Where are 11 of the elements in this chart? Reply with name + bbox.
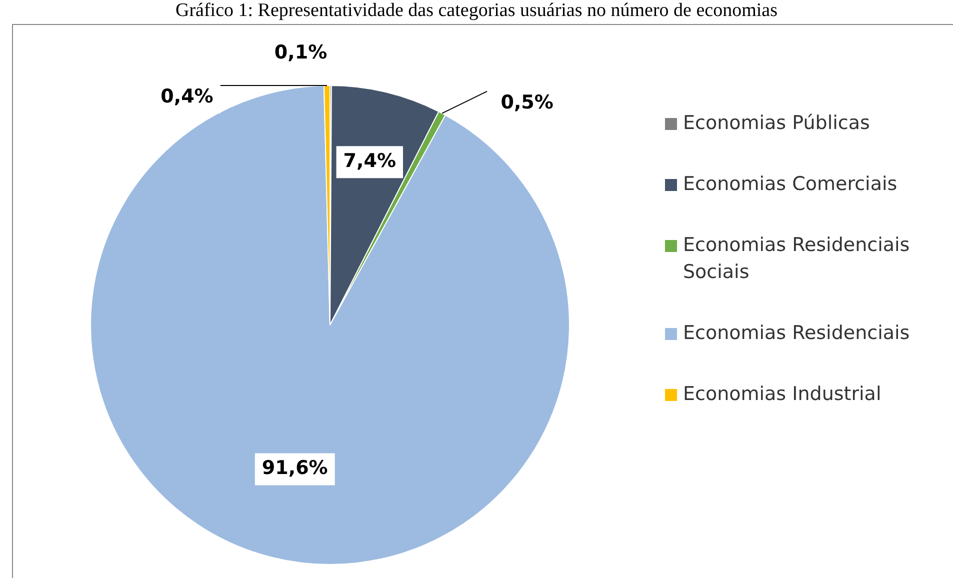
legend-label: Economias Comerciais (683, 172, 898, 197)
legend-label: Economias Públicas (683, 111, 870, 136)
legend-label: Economias Residenciais Sociais (683, 233, 911, 285)
data-label: 7,4% (343, 150, 396, 172)
legend-label: Economias Industrial (683, 382, 882, 407)
data-label: 0,4% (160, 85, 214, 108)
data-label: 0,1% (274, 41, 328, 64)
data-label: 91,6% (262, 457, 328, 480)
data-label: 0,5% (500, 91, 554, 114)
legend-label: Economias Residenciais (683, 321, 910, 346)
chart-title: Gráfico 1: Representatividade das categorias usuárias no número de economias (174, 0, 778, 22)
